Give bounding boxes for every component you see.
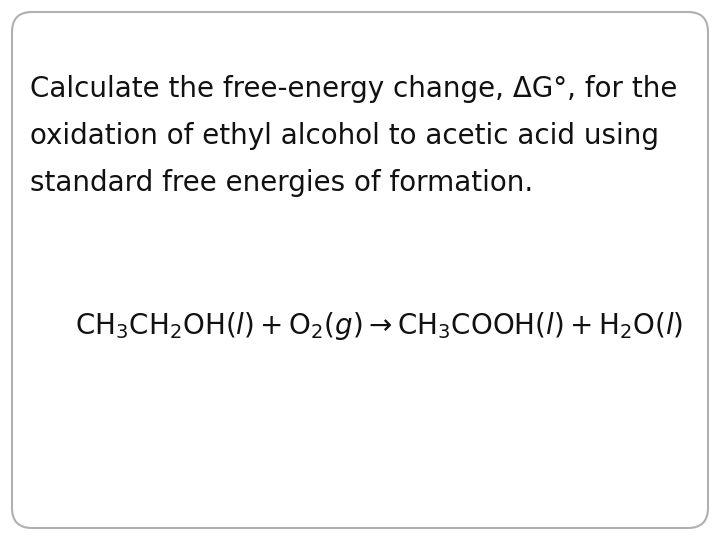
Text: oxidation of ethyl alcohol to acetic acid using: oxidation of ethyl alcohol to acetic aci…	[30, 122, 659, 150]
Text: $\mathregular{CH_3CH_2OH(}$$\mathit{l}$$\mathregular{) + O_2(}$$\mathit{g}$$\mat: $\mathregular{CH_3CH_2OH(}$$\mathit{l}$$…	[75, 310, 683, 342]
Text: standard free energies of formation.: standard free energies of formation.	[30, 169, 534, 197]
FancyBboxPatch shape	[12, 12, 708, 528]
Text: Calculate the free-energy change, ΔG°, for the: Calculate the free-energy change, ΔG°, f…	[30, 75, 678, 103]
